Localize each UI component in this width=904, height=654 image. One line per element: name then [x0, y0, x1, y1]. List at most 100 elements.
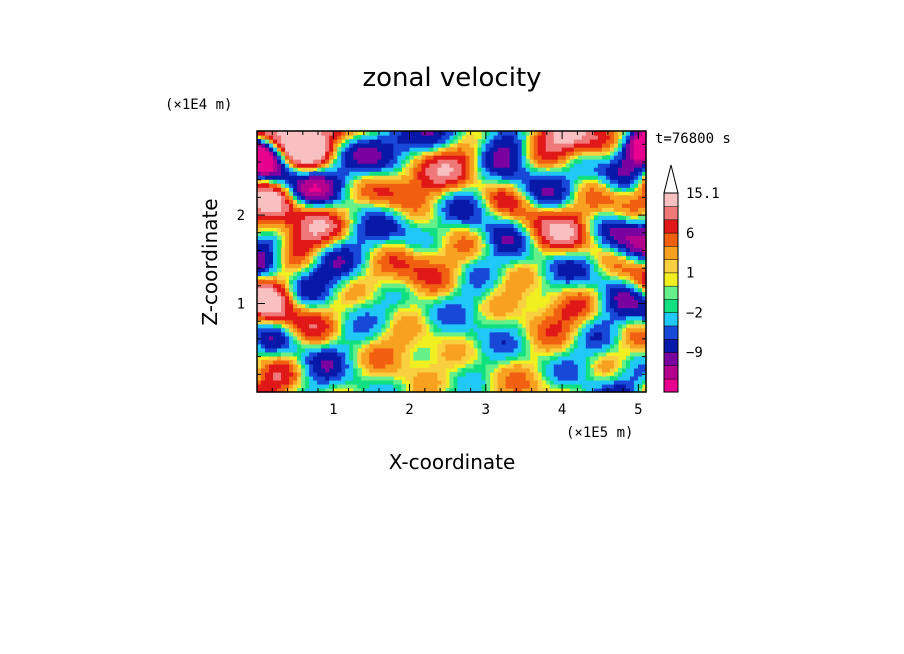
field-cell: [573, 151, 579, 156]
field-cell: [441, 135, 447, 140]
field-cell: [549, 331, 555, 337]
field-cell: [569, 275, 575, 281]
field-cell: [493, 299, 499, 305]
field-cell: [433, 271, 439, 277]
field-cell: [485, 239, 491, 245]
field-cell: [485, 363, 491, 369]
field-cell: [457, 247, 463, 253]
field-cell: [433, 367, 439, 373]
field-cell: [469, 179, 475, 184]
field-cell: [577, 351, 583, 357]
field-cell: [533, 271, 539, 277]
field-cell: [505, 259, 511, 265]
field-cell: [365, 171, 370, 176]
field-cell: [541, 283, 547, 289]
field-cell: [573, 275, 579, 281]
field-cell: [581, 175, 587, 180]
field-cell: [409, 231, 414, 236]
field-cell: [441, 143, 447, 148]
field-cell: [345, 195, 350, 200]
field-cell: [325, 247, 330, 253]
field-cell: [517, 335, 523, 341]
field-cell: [413, 295, 419, 301]
field-cell: [397, 283, 402, 289]
field-cell: [521, 383, 527, 389]
field-cell: [357, 311, 362, 317]
field-cell: [313, 267, 318, 273]
field-cell: [473, 279, 479, 285]
field-cell: [509, 387, 515, 393]
field-cell: [429, 239, 435, 245]
field-cell: [357, 267, 362, 273]
field-cell: [333, 375, 338, 381]
field-cell: [313, 247, 318, 253]
field-cell: [501, 183, 507, 188]
field-cell: [289, 287, 294, 293]
field-cell: [297, 279, 302, 285]
field-cell: [281, 199, 286, 204]
field-cell: [485, 287, 491, 293]
field-cell: [473, 251, 479, 257]
field-cell: [473, 303, 479, 309]
field-cell: [325, 187, 330, 192]
field-cell: [553, 195, 559, 200]
field-cell: [313, 163, 318, 168]
field-cell: [429, 327, 435, 333]
field-cell: [529, 367, 535, 373]
field-cell: [417, 355, 423, 361]
field-cell: [325, 255, 330, 261]
field-cell: [369, 151, 374, 156]
field-cell: [489, 131, 495, 136]
field-cell: [481, 291, 487, 297]
field-cell: [525, 311, 531, 317]
field-cell: [501, 219, 507, 224]
field-cell: [281, 187, 286, 192]
field-cell: [561, 151, 567, 156]
field-cell: [257, 171, 262, 176]
field-cell: [505, 307, 511, 313]
field-cell: [325, 163, 330, 168]
field-cell: [517, 291, 523, 297]
field-cell: [305, 207, 310, 212]
field-cell: [385, 215, 390, 220]
field-cell: [473, 367, 479, 373]
field-cell: [333, 251, 338, 257]
field-cell: [533, 131, 539, 136]
field-cell: [289, 227, 294, 232]
field-cell: [361, 151, 366, 156]
field-cell: [313, 215, 318, 220]
field-cell: [273, 139, 278, 144]
field-cell: [585, 199, 591, 204]
field-cell: [569, 143, 575, 148]
field-cell: [537, 231, 543, 236]
field-cell: [297, 379, 302, 385]
field-cell: [465, 295, 471, 301]
field-cell: [465, 135, 471, 140]
field-cell: [453, 295, 459, 301]
field-cell: [261, 155, 266, 160]
field-cell: [401, 383, 406, 389]
field-cell: [389, 163, 394, 168]
field-cell: [269, 139, 274, 144]
field-cell: [425, 139, 431, 144]
field-cell: [585, 359, 591, 365]
field-cell: [473, 307, 479, 313]
field-cell: [417, 155, 423, 160]
field-cell: [421, 375, 427, 381]
field-cell: [301, 319, 306, 325]
field-cell: [429, 259, 435, 265]
field-cell: [553, 375, 559, 381]
field-cell: [489, 367, 495, 373]
field-cell: [285, 203, 290, 208]
field-cell: [505, 163, 511, 168]
field-cell: [445, 307, 451, 313]
field-cell: [573, 251, 579, 257]
field-cell: [325, 183, 330, 188]
field-cell: [573, 283, 579, 289]
field-cell: [401, 287, 406, 293]
field-cell: [457, 279, 463, 285]
field-cell: [577, 371, 583, 377]
field-cell: [449, 231, 455, 236]
field-cell: [265, 299, 270, 305]
field-cell: [273, 359, 278, 365]
